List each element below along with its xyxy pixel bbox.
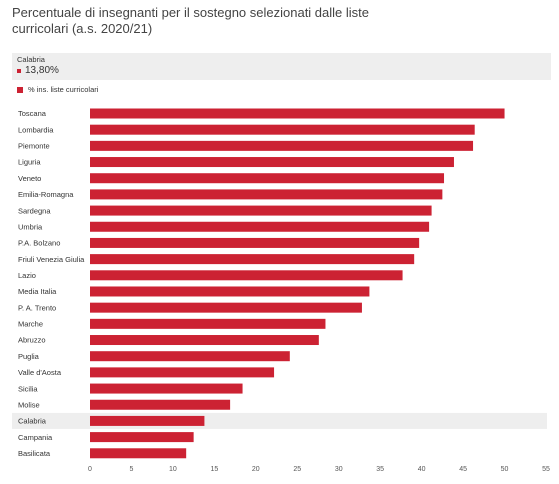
bar[interactable]	[90, 286, 370, 297]
category-label: Lombardia	[18, 125, 54, 134]
chart-title: Percentuale di insegnanti per il sostegn…	[12, 5, 369, 36]
category-label: Umbria	[18, 222, 43, 231]
x-tick-label: 30	[335, 466, 343, 473]
category-label: Veneto	[18, 174, 41, 183]
bar[interactable]	[90, 399, 231, 410]
category-label: Lazio	[18, 271, 36, 280]
category-label: Emilia-Romagna	[18, 190, 74, 199]
x-tick-label: 15	[210, 466, 218, 473]
bar[interactable]	[90, 173, 445, 184]
x-tick-label: 45	[459, 466, 467, 473]
bar[interactable]	[90, 108, 505, 119]
bar[interactable]	[90, 302, 362, 313]
category-label: Calabria	[18, 417, 47, 426]
bar[interactable]	[90, 157, 454, 168]
x-tick-label: 40	[418, 466, 426, 473]
x-tick-label: 5	[130, 466, 134, 473]
bar[interactable]	[90, 254, 415, 265]
category-label: Sicilia	[18, 384, 38, 393]
category-label: Valle d'Aosta	[18, 368, 62, 377]
x-tick-label: 0	[88, 466, 92, 473]
x-tick-label: 20	[252, 466, 260, 473]
x-tick-label: 10	[169, 466, 177, 473]
category-label: Toscana	[18, 109, 47, 118]
x-tick-label: 25	[293, 466, 301, 473]
legend-swatch	[17, 87, 23, 93]
x-tick-label: 55	[542, 466, 550, 473]
bar[interactable]	[90, 205, 432, 216]
category-label: Piemonte	[18, 142, 50, 151]
bar[interactable]	[90, 351, 290, 362]
bar[interactable]	[90, 335, 319, 346]
category-label: Campania	[18, 433, 53, 442]
bar[interactable]	[90, 432, 194, 443]
bar[interactable]	[90, 221, 430, 232]
category-label: Friuli Venezia Giulia	[18, 255, 85, 264]
bar[interactable]	[90, 415, 205, 426]
bar[interactable]	[90, 140, 474, 151]
category-label: Media Italia	[18, 287, 57, 296]
bar[interactable]	[90, 367, 275, 378]
bar[interactable]	[90, 383, 243, 394]
x-tick-label: 50	[501, 466, 509, 473]
legend-label: % ins. liste curricolari	[28, 85, 99, 94]
bar[interactable]	[90, 237, 420, 248]
tooltip-label: Calabria	[17, 55, 45, 64]
category-label: Marche	[18, 320, 43, 329]
tooltip: Calabria 13,80%	[12, 53, 551, 80]
category-label: Basilicata	[18, 449, 51, 458]
bar[interactable]	[90, 448, 187, 459]
bar[interactable]	[90, 189, 443, 200]
tooltip-value: 13,80%	[25, 65, 59, 76]
category-label: Puglia	[18, 352, 40, 361]
category-label: P. A. Trento	[18, 303, 56, 312]
category-label: Sardegna	[18, 206, 51, 215]
bar[interactable]	[90, 124, 475, 135]
category-label: P.A. Bolzano	[18, 239, 60, 248]
tooltip-swatch	[17, 69, 21, 73]
bar[interactable]	[90, 318, 326, 329]
category-label: Liguria	[18, 158, 41, 167]
category-label: Molise	[18, 400, 40, 409]
bar[interactable]	[90, 270, 403, 281]
x-tick-label: 35	[376, 466, 384, 473]
category-label: Abruzzo	[18, 336, 46, 345]
